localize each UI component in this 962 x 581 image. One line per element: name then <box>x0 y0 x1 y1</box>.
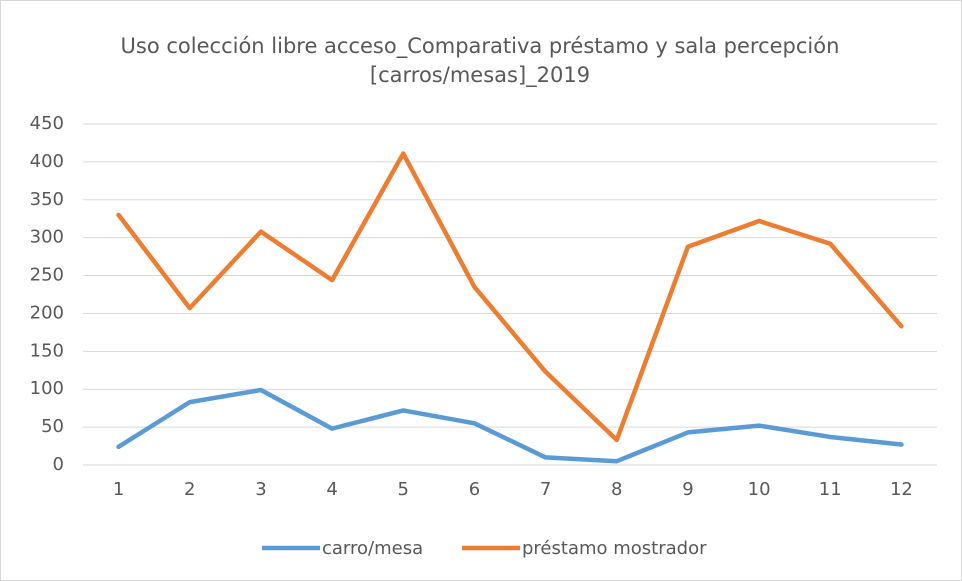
y-tick-label: 0 <box>53 454 64 475</box>
chart-title: [carros/mesas]_2019 <box>370 63 590 88</box>
legend-label: carro/mesa <box>322 538 423 559</box>
x-tick-label: 7 <box>540 479 551 500</box>
y-tick-label: 300 <box>30 227 64 248</box>
y-tick-label: 450 <box>30 113 64 134</box>
series-line <box>116 151 904 443</box>
y-tick-label: 350 <box>30 189 64 210</box>
x-tick-label: 12 <box>890 479 913 500</box>
x-tick-label: 6 <box>469 479 480 500</box>
y-tick-label: 50 <box>41 416 64 437</box>
x-tick-label: 2 <box>184 479 195 500</box>
chart-title: Uso colección libre acceso_Comparativa p… <box>121 34 840 59</box>
x-tick-label: 8 <box>611 479 622 500</box>
y-tick-label: 150 <box>30 340 64 361</box>
x-tick-label: 11 <box>819 479 842 500</box>
legend-label: préstamo mostrador <box>522 538 707 559</box>
x-tick-label: 3 <box>255 479 266 500</box>
x-tick-label: 10 <box>748 479 771 500</box>
x-tick-label: 9 <box>682 479 693 500</box>
x-tick-label: 5 <box>398 479 409 500</box>
x-tick-label: 1 <box>113 479 124 500</box>
series-line <box>116 387 904 464</box>
y-tick-label: 400 <box>30 151 64 172</box>
x-tick-label: 4 <box>326 479 337 500</box>
y-tick-label: 200 <box>30 302 64 323</box>
y-tick-label: 100 <box>30 378 64 399</box>
y-tick-label: 250 <box>30 265 64 286</box>
